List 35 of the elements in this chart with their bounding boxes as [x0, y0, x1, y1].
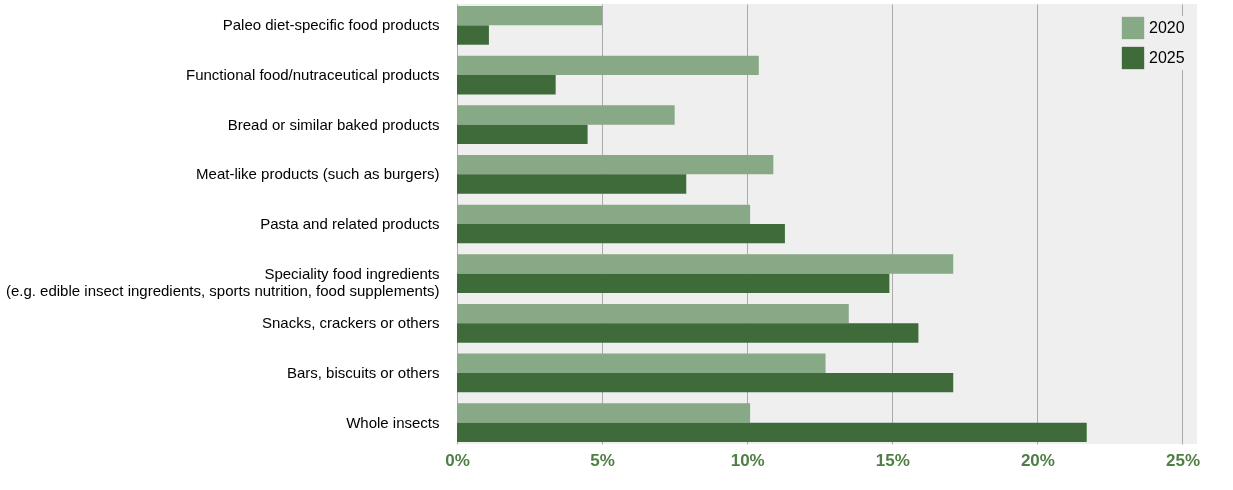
- x-tick-label: 10%: [730, 450, 765, 470]
- y-tick-label: Bread or similar baked products: [227, 115, 440, 133]
- bar: [457, 254, 954, 274]
- y-tick-label: Speciality food ingredients (e.g. edible insect ingredients, sports nutrition, food supplements): [5, 264, 440, 299]
- bar: [457, 154, 774, 175]
- bar: [457, 303, 849, 324]
- bar: [457, 204, 751, 224]
- bar: [457, 323, 919, 343]
- x-tick-label: 0%: [445, 450, 470, 470]
- bar: [457, 353, 826, 373]
- legend-label: 2020: [1149, 19, 1185, 36]
- bar: [457, 75, 556, 95]
- x-tick-label: 20%: [1020, 450, 1055, 470]
- x-tick-label: 25%: [1165, 450, 1201, 470]
- y-tick-label: Meat-like products (such as burgers): [196, 165, 440, 183]
- bar: [457, 25, 489, 45]
- bar: [457, 422, 1087, 443]
- bar: [457, 224, 785, 244]
- bar: [457, 403, 751, 423]
- y-tick-label: Pasta and related products: [260, 215, 440, 232]
- bar: [457, 124, 588, 145]
- y-tick-label: Paleo diet-specific food products: [222, 16, 440, 34]
- y-tick-label: Snacks, crackers or others: [261, 314, 440, 332]
- x-tick-label: 15%: [875, 450, 910, 470]
- legend-label: 2025: [1149, 49, 1185, 66]
- bar: [457, 5, 603, 26]
- y-tick-label: Bars, biscuits or others: [286, 363, 440, 381]
- bar: [457, 55, 759, 76]
- bar: [457, 372, 954, 393]
- bar: [457, 273, 890, 294]
- bar: [457, 174, 687, 194]
- x-tick-label: 5%: [590, 450, 615, 470]
- y-tick-label: Functional food/nutraceutical products: [186, 66, 440, 84]
- bar: [457, 105, 675, 125]
- y-tick-label: Whole insects: [346, 413, 440, 431]
